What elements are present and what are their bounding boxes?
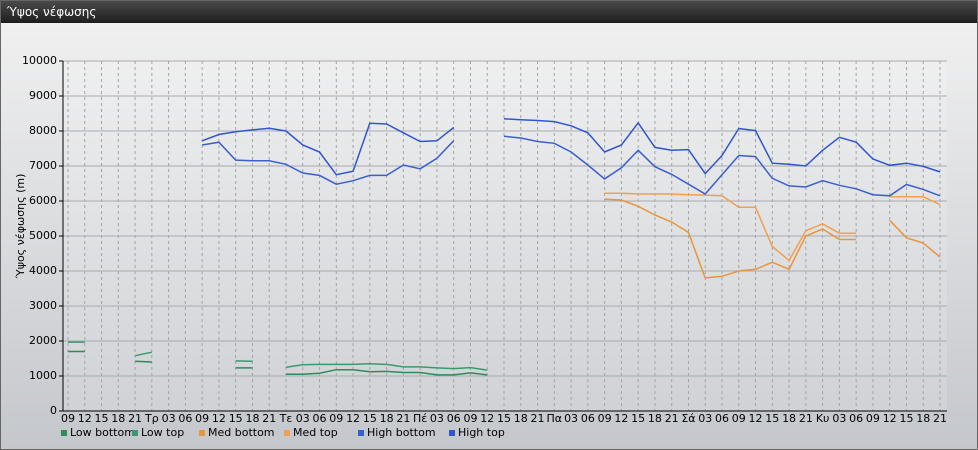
x-tick-label: 15 bbox=[497, 412, 511, 425]
x-tick-label: 21 bbox=[531, 412, 545, 425]
series-line bbox=[202, 135, 941, 197]
x-tick-label: 15 bbox=[631, 412, 645, 425]
x-tick-label: 15 bbox=[363, 412, 377, 425]
x-tick-label: 09 bbox=[329, 412, 343, 425]
legend-swatch bbox=[358, 430, 364, 436]
x-tick-label: 12 bbox=[614, 412, 628, 425]
x-tick-label: 06 bbox=[313, 412, 327, 425]
x-tick-label: 18 bbox=[245, 412, 259, 425]
x-tick-label: 15 bbox=[229, 412, 243, 425]
x-tick-label: 12 bbox=[212, 412, 226, 425]
x-tick-label: 03 bbox=[698, 412, 712, 425]
x-tick-label: 06 bbox=[178, 412, 192, 425]
y-tick-label: 4000 bbox=[29, 264, 57, 277]
x-tick-label: 21 bbox=[799, 412, 813, 425]
legend-swatch bbox=[284, 430, 290, 436]
x-tick-label: Πα bbox=[547, 412, 563, 425]
y-tick-label: 0 bbox=[50, 404, 57, 417]
x-tick-label: 09 bbox=[463, 412, 477, 425]
x-tick-label: Πέ bbox=[413, 412, 427, 425]
x-tick-label: 18 bbox=[111, 412, 125, 425]
x-tick-label: Τε bbox=[279, 412, 293, 425]
x-tick-label: 15 bbox=[765, 412, 779, 425]
x-tick-label: 18 bbox=[782, 412, 796, 425]
x-tick-label: 06 bbox=[715, 412, 729, 425]
series-line bbox=[68, 350, 488, 376]
series-line bbox=[604, 198, 941, 279]
x-tick-label: 21 bbox=[396, 412, 410, 425]
legend-label: High bottom bbox=[367, 426, 436, 439]
x-tick-label: 18 bbox=[648, 412, 662, 425]
x-tick-label: 06 bbox=[447, 412, 461, 425]
x-tick-label: 12 bbox=[749, 412, 763, 425]
series-line bbox=[68, 341, 488, 371]
y-tick-label: 1000 bbox=[29, 369, 57, 382]
legend-label: Med top bbox=[293, 426, 338, 439]
title-bar: Ύψος νέφωσης bbox=[1, 1, 977, 23]
y-tick-label: 7000 bbox=[29, 159, 57, 172]
x-tick-label: 21 bbox=[933, 412, 947, 425]
x-tick-label: 12 bbox=[346, 412, 360, 425]
x-tick-label: 15 bbox=[899, 412, 913, 425]
x-tick-label: 18 bbox=[514, 412, 528, 425]
x-tick-label: 09 bbox=[732, 412, 746, 425]
y-tick-label: 2000 bbox=[29, 334, 57, 347]
chart: Ύψος νέφωσης (m) 09 12 15 18 21 Τρ 03 06 09 12 15 1… bbox=[14, 54, 947, 439]
x-tick-label: 03 bbox=[430, 412, 444, 425]
legend-label: Low bottom bbox=[70, 426, 135, 439]
x-tick-label: 18 bbox=[916, 412, 930, 425]
x-tick-label: 09 bbox=[195, 412, 209, 425]
x-tick-label: Σά bbox=[681, 412, 695, 425]
x-tick-label: 06 bbox=[581, 412, 595, 425]
x-tick-label: 03 bbox=[564, 412, 578, 425]
series-line bbox=[201, 118, 941, 176]
x-tick-label: 21 bbox=[665, 412, 679, 425]
legend-label: Low top bbox=[141, 426, 184, 439]
x-tick-label: 12 bbox=[883, 412, 897, 425]
x-tick-label: 03 bbox=[832, 412, 846, 425]
legend-swatch bbox=[61, 430, 67, 436]
series-line bbox=[604, 192, 941, 262]
x-tick-label: 21 bbox=[128, 412, 142, 425]
y-axis-label: Ύψος νέφωσης (m) bbox=[14, 174, 27, 280]
x-tick-label: 09 bbox=[866, 412, 880, 425]
x-tick-label: Κυ bbox=[816, 412, 830, 425]
y-tick-label: 9000 bbox=[29, 89, 57, 102]
legend-swatch bbox=[449, 430, 455, 436]
legend-label: Med bottom bbox=[208, 426, 275, 439]
y-tick-label: 6000 bbox=[29, 194, 57, 207]
x-tick-label: Τρ bbox=[144, 412, 159, 425]
y-tick-label: 10000 bbox=[22, 54, 57, 67]
x-tick-label: 15 bbox=[95, 412, 109, 425]
x-tick-label: 12 bbox=[78, 412, 92, 425]
y-tick-label: 5000 bbox=[29, 229, 57, 242]
x-tick-label: 03 bbox=[162, 412, 176, 425]
x-tick-label: 03 bbox=[296, 412, 310, 425]
legend-swatch bbox=[199, 430, 205, 436]
x-tick-label: 12 bbox=[480, 412, 494, 425]
x-tick-label: 21 bbox=[262, 412, 276, 425]
x-tick-label: 06 bbox=[849, 412, 863, 425]
legend-swatch bbox=[132, 430, 138, 436]
x-tick-label: 09 bbox=[61, 412, 75, 425]
x-tick-label: 09 bbox=[598, 412, 612, 425]
legend-label: High top bbox=[458, 426, 505, 439]
x-tick-label: 18 bbox=[380, 412, 394, 425]
y-tick-label: 8000 bbox=[29, 124, 57, 137]
y-tick-label: 3000 bbox=[29, 299, 57, 312]
